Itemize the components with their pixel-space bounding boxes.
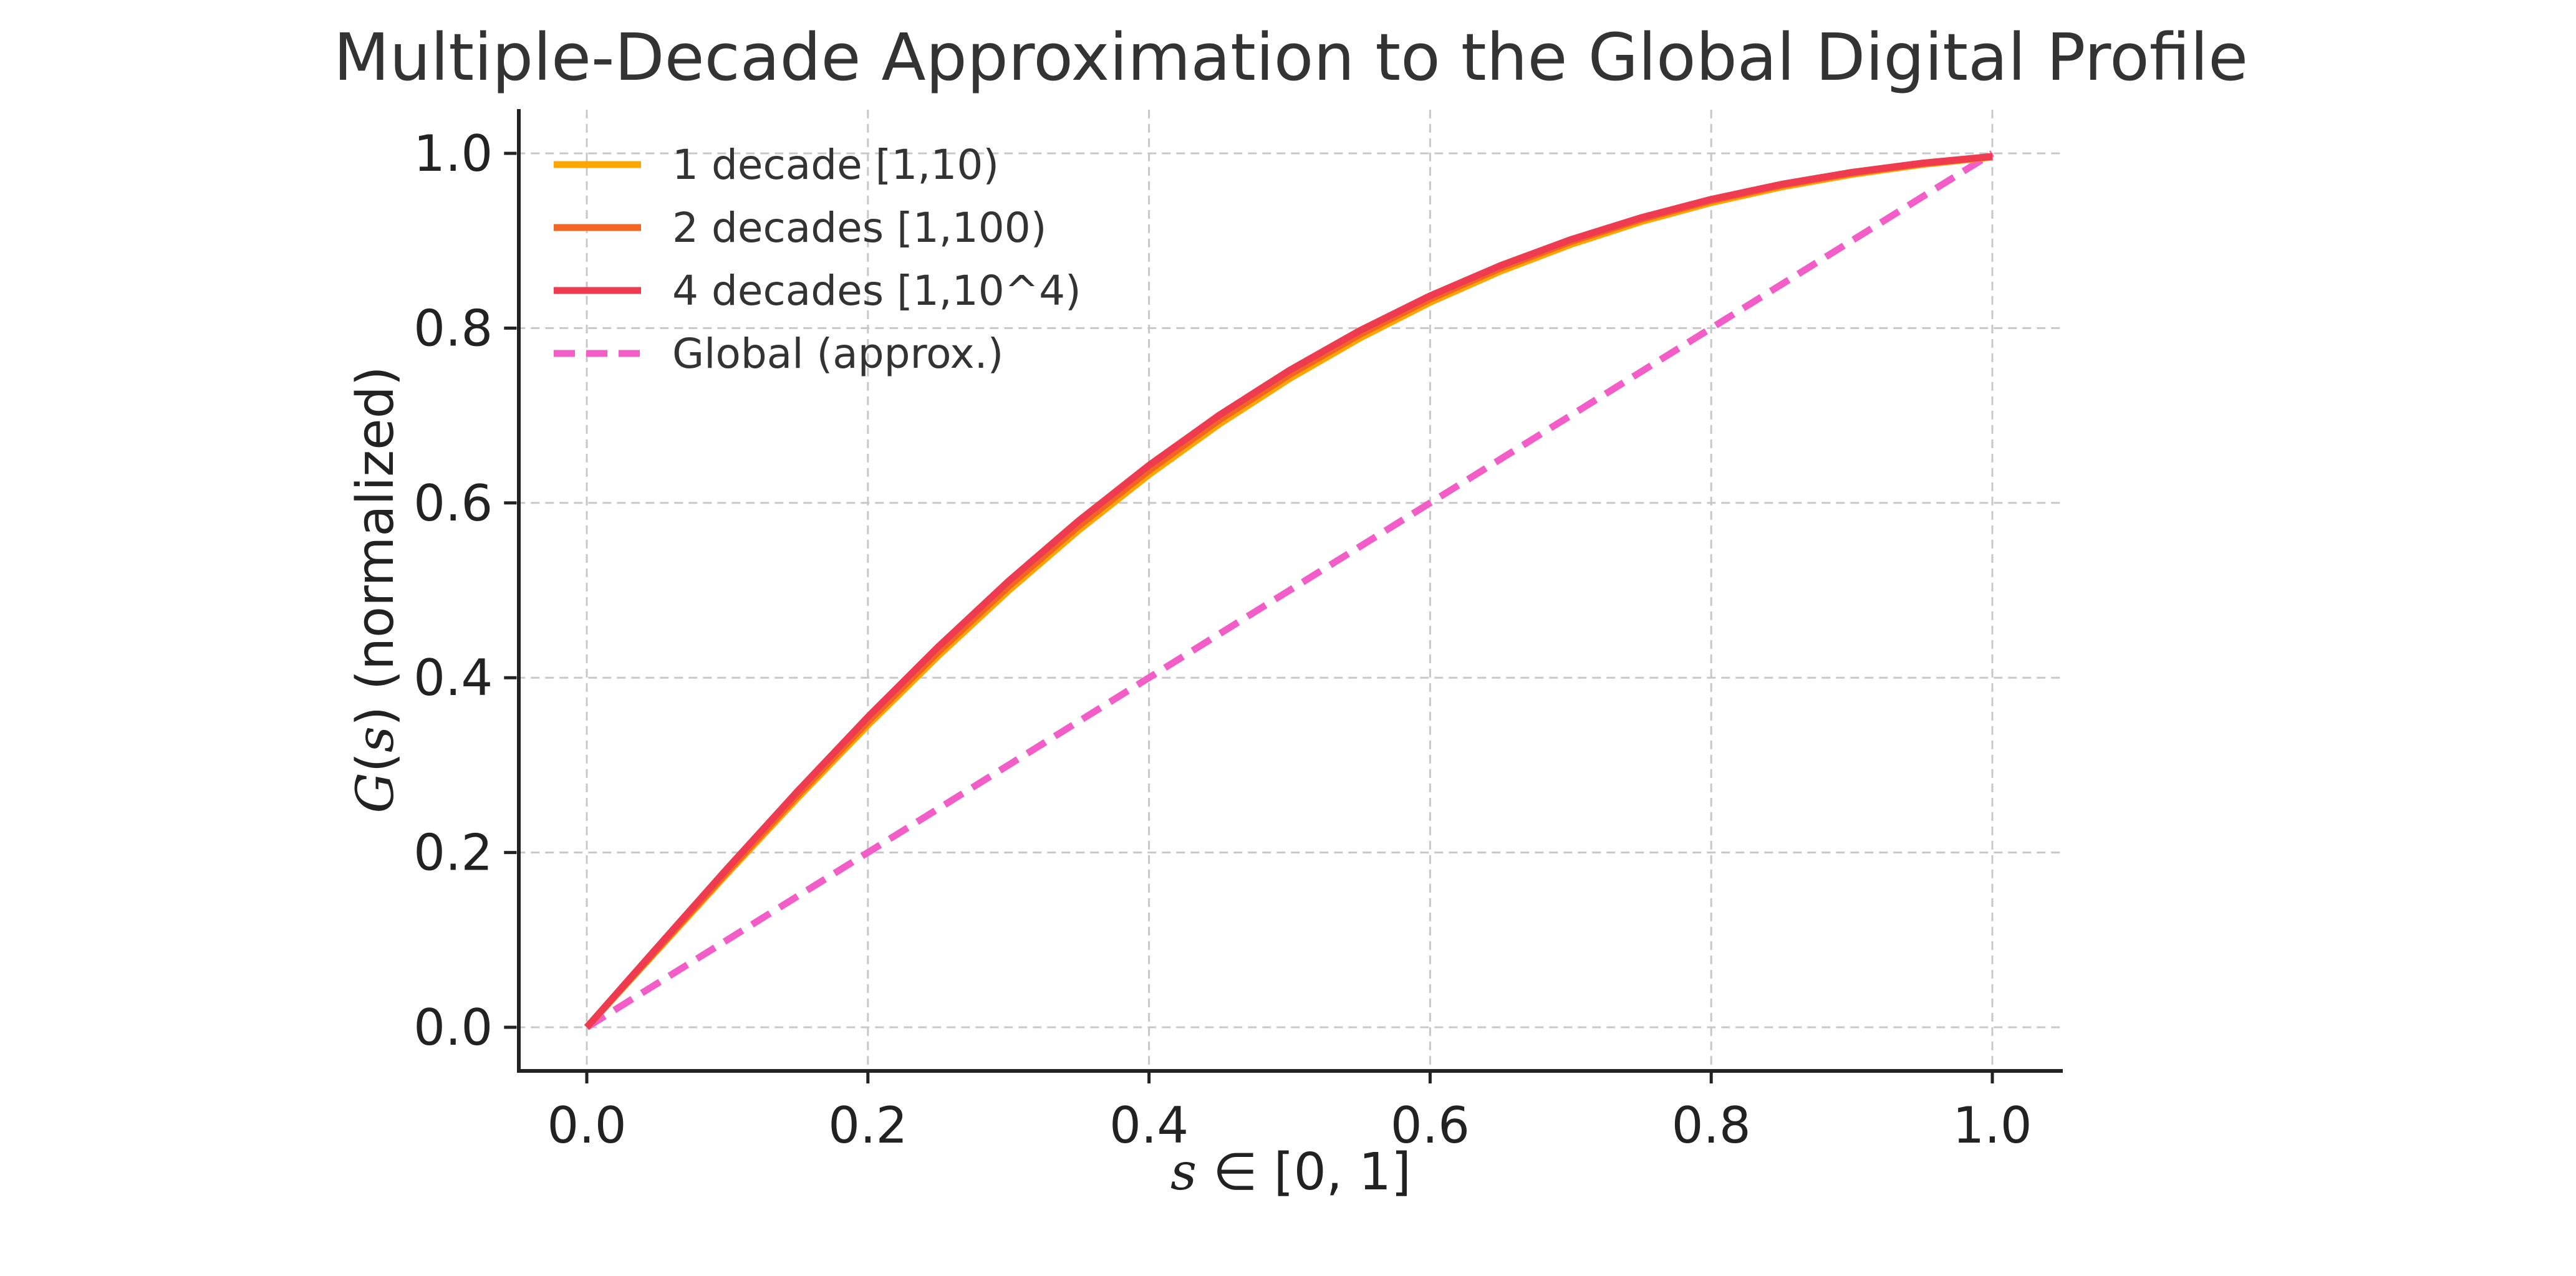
y-tick-label-0: 0.0 <box>413 999 493 1057</box>
x-tick-label-2: 0.4 <box>1109 1096 1189 1154</box>
x-tick-label-5: 1.0 <box>1952 1096 2032 1154</box>
x-axis-ticks: 0.0 0.2 0.4 0.6 0.8 1.0 <box>547 1071 2032 1154</box>
y-axis-label-var: s <box>346 726 405 752</box>
x-axis-label: s ∈ [0, 1] <box>1170 1143 1411 1202</box>
x-axis-label-var: s <box>1170 1143 1197 1202</box>
x-axis-label-range: ∈ [0, 1] <box>1197 1143 1411 1202</box>
series-line-2 <box>584 153 1993 1030</box>
y-tick-label-2: 0.4 <box>413 649 493 707</box>
legend: 1 decade [1,10) 2 decades [1,100) 4 decade… <box>554 141 1081 378</box>
y-axis-label-rest: ) (normalized) <box>346 366 405 726</box>
axes <box>517 109 2063 1073</box>
legend-label-0: 1 decade [1,10) <box>672 141 999 189</box>
y-axis-label-open: ( <box>346 752 405 772</box>
series-line-3 <box>585 150 1994 1030</box>
y-tick-label-5: 1.0 <box>413 125 493 183</box>
legend-label-3: Global (approx.) <box>672 330 1003 378</box>
plot-series <box>584 150 1994 1030</box>
chart-title: Multiple-Decade Approximation to the Glo… <box>334 19 2248 95</box>
x-tick-label-1: 0.2 <box>828 1096 907 1154</box>
y-tick-label-4: 0.8 <box>413 299 493 357</box>
y-axis-label-func: G <box>346 772 405 813</box>
x-tick-label-0: 0.0 <box>547 1096 626 1154</box>
legend-label-1: 2 decades [1,100) <box>672 204 1047 252</box>
grid-lines <box>516 109 2063 1072</box>
legend-label-2: 4 decades [1,10^4) <box>672 267 1081 315</box>
y-tick-label-3: 0.6 <box>413 474 493 532</box>
x-tick-label-3: 0.6 <box>1391 1096 1470 1154</box>
x-tick-label-4: 0.8 <box>1672 1096 1751 1154</box>
y-tick-label-1: 0.2 <box>413 824 493 882</box>
y-axis-label: G(s) (normalized) <box>346 366 405 813</box>
y-axis-ticks: 0.0 0.2 0.4 0.6 0.8 1.0 <box>413 125 517 1057</box>
